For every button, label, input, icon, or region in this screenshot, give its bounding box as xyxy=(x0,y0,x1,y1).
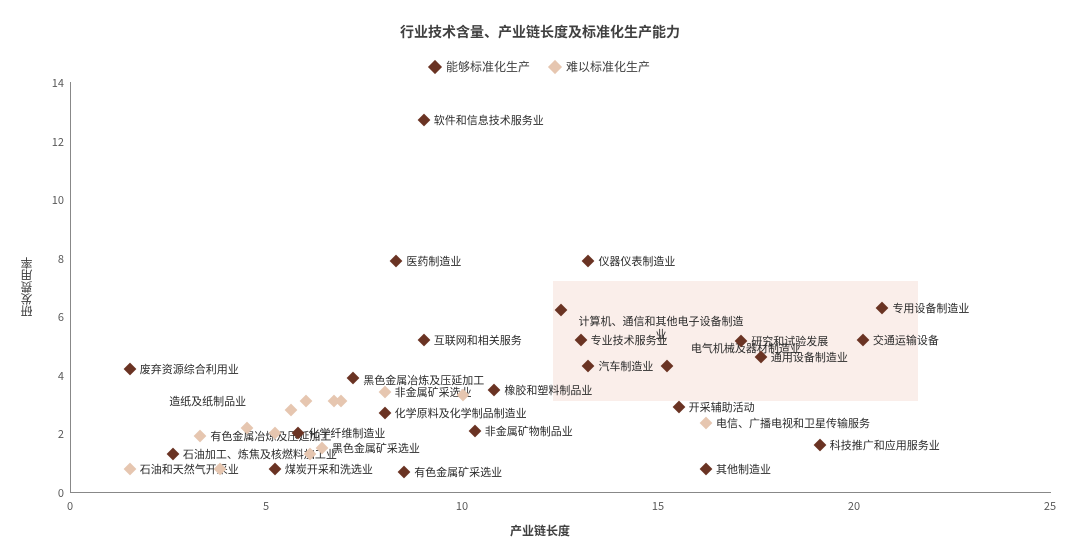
data-point xyxy=(378,407,391,420)
data-point xyxy=(672,401,685,414)
y-tick-label: 10 xyxy=(34,192,64,208)
data-point xyxy=(417,114,430,127)
y-tick-label: 14 xyxy=(34,75,64,91)
legend-label: 难以标准化生产 xyxy=(566,58,650,75)
data-point-label: 研究和试验发展 xyxy=(751,333,828,349)
data-point xyxy=(468,424,481,437)
y-tick-label: 8 xyxy=(34,251,64,267)
diamond-icon xyxy=(548,59,562,73)
legend-item: 能够标准化生产 xyxy=(430,58,530,75)
x-tick-label: 25 xyxy=(1035,498,1065,514)
x-tick-label: 5 xyxy=(251,498,281,514)
data-point xyxy=(335,395,348,408)
data-point xyxy=(398,465,411,478)
data-point xyxy=(123,462,136,475)
x-tick-label: 10 xyxy=(447,498,477,514)
plot-area: 废弃资源综合利用业石油和天然气开采业石油加工、炼焦及核燃料加工业有色金属冶炼及压… xyxy=(70,82,1051,493)
data-point-label: 仪器仪表制造业 xyxy=(598,253,675,269)
y-tick-label: 12 xyxy=(34,134,64,150)
data-point-label: 开采辅助活动 xyxy=(689,399,755,415)
data-point-label: 科技推广和应用服务业 xyxy=(830,437,940,453)
data-point xyxy=(417,333,430,346)
data-point xyxy=(488,383,501,396)
data-point-label: 其他制造业 xyxy=(716,461,771,477)
x-tick-label: 20 xyxy=(839,498,869,514)
data-point-label: 交通运输设备 xyxy=(873,332,939,348)
data-point-label: 电信、广播电视和卫星传输服务 xyxy=(716,415,870,431)
data-point xyxy=(194,430,207,443)
y-axis-label: 研发费用率 xyxy=(18,257,35,317)
chart-legend: 能够标准化生产 难以标准化生产 xyxy=(0,58,1080,76)
x-axis-label: 产业链长度 xyxy=(0,522,1080,539)
data-point xyxy=(268,462,281,475)
scatter-chart: 行业技术含量、产业链长度及标准化生产能力 能够标准化生产 难以标准化生产 废弃资源… xyxy=(0,0,1080,559)
x-tick-label: 0 xyxy=(55,498,85,514)
data-point-label: 互联网和相关服务 xyxy=(434,332,522,348)
data-point xyxy=(167,448,180,461)
data-point-label: 橡胶和塑料制品业 xyxy=(504,382,592,398)
data-point xyxy=(378,386,391,399)
legend-label: 能够标准化生产 xyxy=(446,58,530,75)
y-tick-label: 2 xyxy=(34,426,64,442)
diamond-icon xyxy=(428,59,442,73)
data-point-label: 化学纤维制造业 xyxy=(308,425,385,441)
data-point-label: 非金属矿物制品业 xyxy=(485,423,573,439)
data-point-label: 有色金属矿采选业 xyxy=(414,464,502,480)
data-point xyxy=(813,439,826,452)
data-point-label: 医药制造业 xyxy=(406,253,461,269)
data-point-label: 汽车制造业 xyxy=(598,358,653,374)
data-point xyxy=(700,417,713,430)
data-point xyxy=(300,395,313,408)
data-point-label: 化学原料及化学制品制造业 xyxy=(395,405,527,421)
data-point xyxy=(347,371,360,384)
data-point xyxy=(390,254,403,267)
y-tick-label: 6 xyxy=(34,309,64,325)
data-point-label: 废弃资源综合利用业 xyxy=(140,361,239,377)
data-point-label: 造纸及纸制品业 xyxy=(169,393,246,409)
data-point xyxy=(123,363,136,376)
data-point-label: 通用设备制造业 xyxy=(771,349,848,365)
data-point-label: 专用设备制造业 xyxy=(892,300,969,316)
data-point-label: 黑色金属矿采选业 xyxy=(332,440,420,456)
data-point-label: 专业技术服务业 xyxy=(591,332,668,348)
data-point xyxy=(284,404,297,417)
x-tick-label: 15 xyxy=(643,498,673,514)
data-point xyxy=(582,254,595,267)
legend-item: 难以标准化生产 xyxy=(550,58,650,75)
data-point-label: 煤炭开采和洗选业 xyxy=(285,461,373,477)
data-point-label: 软件和信息技术服务业 xyxy=(434,112,544,128)
data-point xyxy=(700,462,713,475)
chart-title: 行业技术含量、产业链长度及标准化生产能力 xyxy=(0,22,1080,42)
y-tick-label: 4 xyxy=(34,368,64,384)
